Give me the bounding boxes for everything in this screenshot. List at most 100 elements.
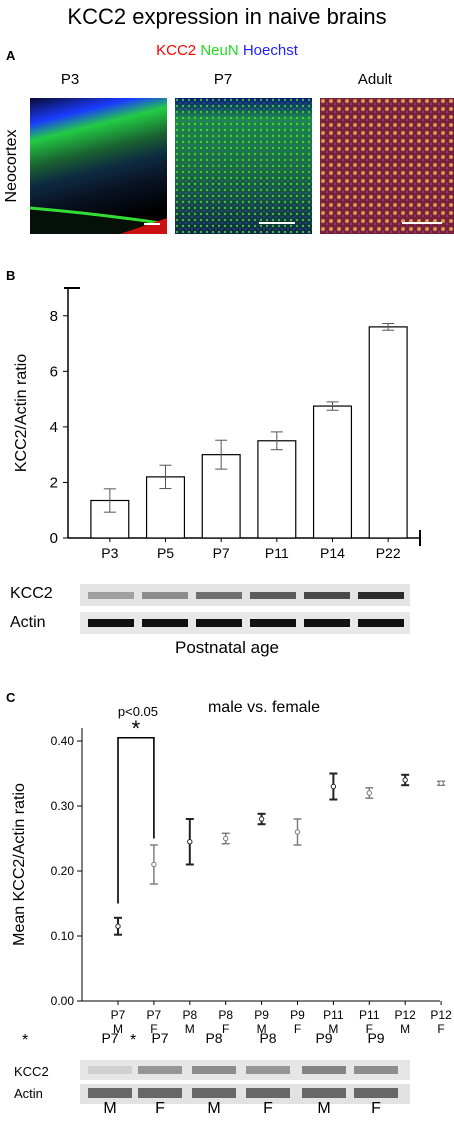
chart-c-ylabel: Mean KCC2/Actin ratio xyxy=(11,783,28,946)
stain-legend: KCC2 NeuN Hoechst xyxy=(0,42,454,59)
blot-c-sex-label: M xyxy=(103,1100,117,1117)
blot-b-label-kcc2: KCC2 xyxy=(10,585,53,602)
chart-c-xtick-sex: M xyxy=(328,1022,338,1036)
chart-b-ytick-label: 0 xyxy=(50,530,58,547)
blot-c-lane-label: P8 xyxy=(205,1030,223,1046)
chart-c-xtick-age: P8 xyxy=(218,1008,233,1022)
chart-c-xtick-sex: M xyxy=(113,1022,123,1036)
chart-c-xtick-sex: M xyxy=(185,1022,195,1036)
blot-c-star-2: * xyxy=(130,1032,137,1049)
blot-c-star-1: * xyxy=(22,1032,29,1049)
chart-c-point xyxy=(115,923,121,929)
chart-b-ytick-label: 8 xyxy=(50,308,58,325)
chart-c-ytick-label: 0.40 xyxy=(51,734,75,748)
chart-c-title: male vs. female xyxy=(208,699,320,716)
chart-b-ylabel: KCC2/Actin ratio xyxy=(13,354,30,472)
chart-c-ytick-label: 0.20 xyxy=(51,864,75,878)
blot-c-kcc2-band xyxy=(138,1066,182,1074)
chart-b-bar xyxy=(312,405,353,539)
blot-b-kcc2-band xyxy=(196,592,242,599)
chart-b-xtick-label: P22 xyxy=(376,545,401,560)
blot-c-actin-band xyxy=(138,1088,182,1098)
blot-b-kcc2-band xyxy=(304,592,350,599)
blot-b-actin-strip xyxy=(80,612,410,634)
panel-label-a: A xyxy=(6,48,16,63)
chart-c-xtick-age: P12 xyxy=(395,1008,417,1022)
chart-c-xtick-age: P8 xyxy=(182,1008,197,1022)
blot-c-lane-label: P9 xyxy=(367,1030,385,1046)
figure-title: KCC2 expression in naive brains xyxy=(67,4,387,29)
blot-c-actin-band xyxy=(88,1088,132,1098)
blot-c-sex-label: F xyxy=(155,1100,165,1117)
blot-c-label-actin: Actin xyxy=(14,1086,43,1101)
micrograph-p7 xyxy=(175,98,312,234)
blot-b-image xyxy=(80,584,410,634)
blot-c-sex-label: M xyxy=(207,1100,221,1117)
chart-b: 0 2 4 6 8 KCC2/Actin ratio P3 P5 P7 P11 P14 P22 xyxy=(13,287,421,560)
blot-b-actin-band xyxy=(196,619,242,627)
chart-c-xtick-age: P7 xyxy=(111,1008,126,1022)
chart-c-point xyxy=(187,839,193,845)
chart-b-xtick-label: P14 xyxy=(320,545,345,560)
chart-c-xtick-age: P11 xyxy=(323,1008,344,1022)
blot-b-actin-band xyxy=(250,619,296,627)
chart-b-xtick-label: P7 xyxy=(213,545,230,560)
chart-c-ytick-label: 0.30 xyxy=(51,799,75,813)
blot-c-image xyxy=(80,1060,410,1104)
blot-c-lane-label: P7 xyxy=(101,1030,119,1046)
chart-b-bar xyxy=(368,326,408,539)
blot-c-sex-label: F xyxy=(371,1100,381,1117)
chart-c-point xyxy=(258,816,265,822)
micrograph-p3 xyxy=(30,98,167,234)
chart-b-ytick-label: 2 xyxy=(50,474,58,491)
chart-c-significance-bracket xyxy=(117,736,155,904)
stain-kcc2: KCC2 xyxy=(156,42,197,59)
chart-c-point xyxy=(402,777,408,783)
blot-b-kcc2-band xyxy=(88,592,134,599)
blot-b-xlabel: Postnatal age xyxy=(175,638,279,657)
blot-c-lane-label: P7 xyxy=(151,1030,169,1046)
row-label-neocortex: Neocortex xyxy=(2,98,22,234)
blot-c-kcc2-strip xyxy=(80,1060,410,1080)
blot-c-sex-label: M xyxy=(317,1100,331,1117)
chart-c-xtick-sex: M xyxy=(400,1022,410,1036)
chart-c: male vs. female 0.00 0.10 0.20 0.30 0.40 Mean … xyxy=(11,699,452,1036)
chart-c-point xyxy=(438,780,444,786)
chart-c-xtick-age: P9 xyxy=(290,1008,305,1022)
chart-c-xtick-sex: F xyxy=(150,1022,157,1036)
blot-c-kcc2-band xyxy=(88,1066,132,1074)
blot-b-label-actin: Actin xyxy=(10,614,46,631)
chart-c-xtick-sex: F xyxy=(366,1022,373,1036)
blot-c-actin-band xyxy=(302,1088,346,1098)
timepoint-adult: Adult xyxy=(357,71,393,88)
chart-c-point xyxy=(222,835,229,842)
chart-c-ytick-label: 0.00 xyxy=(51,994,75,1008)
blot-c-kcc2-band xyxy=(246,1066,290,1074)
chart-b-ytick-label: 4 xyxy=(50,419,58,436)
chart-c-point xyxy=(366,790,372,796)
blot-c-lane-labels: P7 P7 P8 P8 P9 P9 xyxy=(0,1030,454,1048)
blot-b-actin-band xyxy=(88,619,134,627)
blot-c-actin-band xyxy=(246,1088,290,1098)
chart-c-point xyxy=(330,783,337,790)
chart-c-xtick-sex: F xyxy=(294,1022,301,1036)
chart-c-xtick-age: P9 xyxy=(254,1008,269,1022)
chart-c-xtick-age: P7 xyxy=(147,1008,162,1022)
chart-c-xtick-age: P12 xyxy=(430,1008,452,1022)
chart-c-xtick-sex: M xyxy=(257,1022,267,1036)
chart-c-significance-star: * xyxy=(132,716,141,741)
blot-b-kcc2-strip xyxy=(80,584,410,606)
blot-b-kcc2-band xyxy=(250,592,296,599)
chart-b-bar xyxy=(257,440,297,539)
panel-label-b: B xyxy=(6,268,16,283)
blot-b-actin-band xyxy=(304,619,350,627)
blot-c-label-kcc2: KCC2 xyxy=(14,1064,49,1079)
chart-c-xtick-sex: F xyxy=(437,1022,444,1036)
chart-c-point xyxy=(151,861,157,868)
blot-c-sex-label: F xyxy=(263,1100,273,1117)
timepoint-p7: P7 xyxy=(213,71,233,88)
blot-b-actin-band xyxy=(142,619,188,627)
blot-c-kcc2-band xyxy=(302,1066,346,1074)
chart-b-xtick-label: P11 xyxy=(265,545,289,560)
